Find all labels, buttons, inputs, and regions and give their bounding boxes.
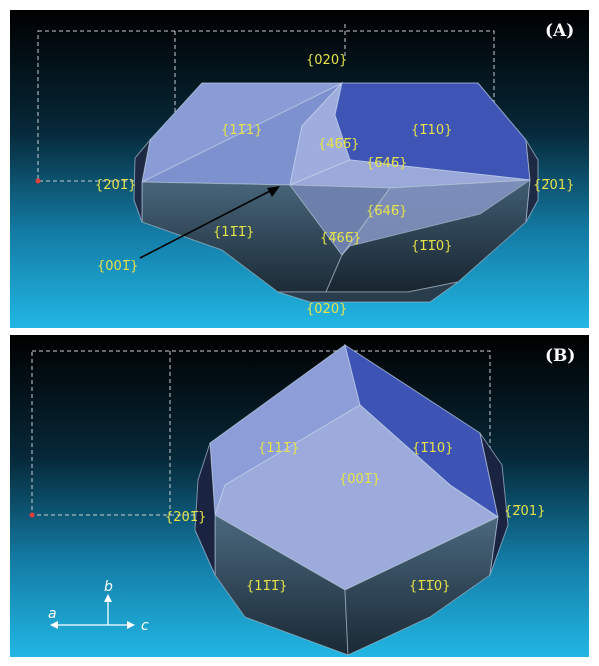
panel-a: {020} {11̅1} {46̅6̅} {6̅46̅} {1̅10} {201…	[10, 10, 589, 328]
label-646-lower: {6̅46̅}	[366, 204, 407, 219]
crystal-b-left-cap	[194, 442, 216, 576]
crystal-b-lower	[214, 514, 499, 656]
label-1-10-lower: {1̅1̅0}	[411, 239, 452, 254]
crystal-a-figure: {020} {11̅1} {46̅6̅} {6̅46̅} {1̅10} {201…	[10, 10, 589, 328]
crystal-b-upper	[209, 343, 500, 591]
axis-b-label: b	[104, 579, 113, 595]
axis-triad	[55, 599, 130, 626]
crystal-b-right-cap	[479, 432, 509, 576]
crystal-a-left-cap	[133, 138, 151, 223]
label-466-lower: {4̅66̅}	[320, 231, 361, 246]
origin-marker-b	[29, 512, 35, 518]
axis-b-arrowhead	[104, 594, 112, 602]
label-1-10-lower-b: {1̅1̅0}	[409, 579, 450, 594]
label-201-left-b: {201̅}	[165, 510, 206, 525]
label-020-top: {020}	[306, 53, 347, 68]
axis-c-label: c	[141, 618, 149, 634]
label-111-b: {111̅}	[258, 441, 299, 456]
crystal-a-right-cap	[525, 139, 539, 223]
label-1-1-1-b: {11̅1̅}	[246, 579, 287, 594]
crystal-a-lower	[141, 179, 532, 303]
label-001-b: {001̅}	[339, 472, 380, 487]
crystal-b-figure: {111̅} {1̅10} {001̅} {201̅} {2̅01} {11̅1…	[10, 335, 589, 657]
arrow-line-a	[139, 189, 273, 259]
label-201-right-b: {2̅01}	[504, 504, 545, 519]
label-646-upper: {6̅46̅}	[366, 156, 407, 171]
panel-a-label: (A)	[545, 21, 574, 41]
label-11-1-upper: {11̅1}	[221, 123, 262, 138]
label-466-upper: {46̅6̅}	[318, 137, 359, 152]
label-1-10-b: {1̅10}	[412, 441, 453, 456]
panel-b: {111̅} {1̅10} {001̅} {201̅} {2̅01} {11̅1…	[10, 335, 589, 657]
arrow-head-a	[267, 186, 280, 197]
axis-a-label: a	[48, 606, 57, 622]
label-110-upper: {1̅10}	[411, 123, 452, 138]
crystal-a-upper	[141, 81, 531, 189]
axis-a-arrowhead	[50, 621, 58, 629]
label-020-bottom: {020}	[306, 302, 347, 317]
axis-c-arrowhead	[127, 621, 135, 629]
origin-marker-a	[35, 178, 41, 184]
panel-b-label: (B)	[545, 346, 575, 366]
label-1-1-1-lower: {11̅1̅}	[213, 225, 254, 240]
label-201-right: {2̅01}	[533, 178, 574, 193]
label-201-left: {201̅}	[95, 178, 136, 193]
label-001: {001̅}	[97, 259, 138, 274]
